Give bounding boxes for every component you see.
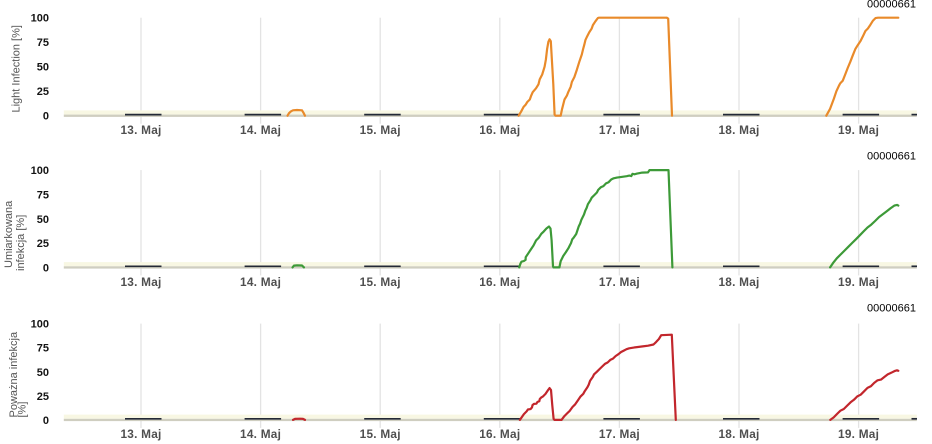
svg-text:17. Maj: 17. Maj: [599, 427, 640, 441]
svg-text:19. Maj: 19. Maj: [838, 123, 879, 137]
svg-text:16. Maj: 16. Maj: [479, 275, 520, 289]
svg-text:25: 25: [37, 391, 49, 403]
svg-text:100: 100: [31, 165, 49, 177]
svg-text:0: 0: [43, 415, 49, 427]
svg-text:25: 25: [37, 86, 49, 98]
svg-text:18. Maj: 18. Maj: [718, 123, 759, 137]
svg-text:50: 50: [37, 62, 49, 74]
svg-text:17. Maj: 17. Maj: [599, 275, 640, 289]
svg-text:50: 50: [37, 367, 49, 379]
svg-text:15. Maj: 15. Maj: [360, 427, 401, 441]
svg-text:100: 100: [31, 13, 49, 25]
svg-text:75: 75: [37, 37, 49, 49]
svg-text:Light Infection [%]: Light Infection [%]: [11, 25, 23, 112]
svg-text:14. Maj: 14. Maj: [240, 427, 281, 441]
svg-text:Poważna infekcja: Poważna infekcja: [8, 331, 20, 417]
svg-text:17. Maj: 17. Maj: [599, 123, 640, 137]
svg-text:19. Maj: 19. Maj: [838, 275, 879, 289]
svg-text:13. Maj: 13. Maj: [120, 123, 161, 137]
svg-text:0: 0: [43, 262, 49, 274]
svg-text:Umiarkowana: Umiarkowana: [3, 200, 15, 268]
svg-text:75: 75: [37, 343, 49, 355]
svg-text:16. Maj: 16. Maj: [479, 427, 520, 441]
svg-text:75: 75: [37, 189, 49, 201]
svg-text:25: 25: [37, 238, 49, 250]
svg-text:0: 0: [43, 111, 49, 123]
svg-text:13. Maj: 13. Maj: [120, 275, 161, 289]
svg-text:19. Maj: 19. Maj: [838, 427, 879, 441]
svg-text:100: 100: [31, 319, 49, 331]
svg-text:15. Maj: 15. Maj: [360, 275, 401, 289]
svg-text:00000661: 00000661: [867, 303, 916, 315]
svg-text:00000661: 00000661: [867, 0, 916, 11]
svg-text:14. Maj: 14. Maj: [240, 275, 281, 289]
svg-text:infekcja [%]: infekcja [%]: [15, 215, 27, 271]
svg-text:18. Maj: 18. Maj: [718, 427, 759, 441]
svg-text:14. Maj: 14. Maj: [240, 123, 281, 137]
svg-text:16. Maj: 16. Maj: [479, 123, 520, 137]
svg-text:18. Maj: 18. Maj: [718, 275, 759, 289]
svg-text:15. Maj: 15. Maj: [360, 123, 401, 137]
svg-text:13. Maj: 13. Maj: [120, 427, 161, 441]
svg-text:00000661: 00000661: [867, 151, 916, 163]
svg-text:50: 50: [37, 214, 49, 226]
svg-text:[%]: [%]: [17, 402, 29, 418]
